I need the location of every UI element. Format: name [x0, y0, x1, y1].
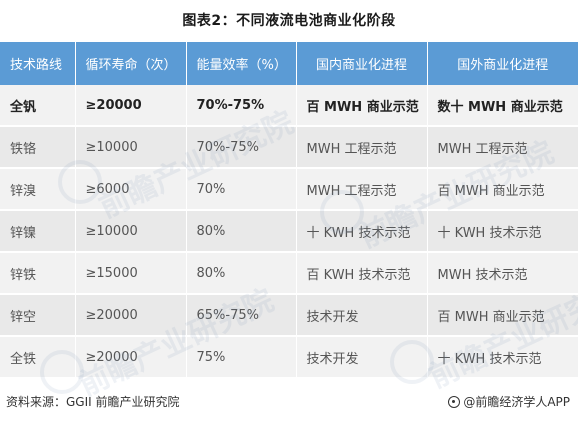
cell-domestic-progress: MWH 工程示范	[296, 126, 428, 169]
cell-tech-route: 全钒	[0, 85, 76, 127]
cell-energy-efficiency: 65%-75%	[186, 294, 297, 337]
cell-domestic-progress: 技术开发	[296, 294, 428, 337]
table-row: 锌空 ≥20000 65%-75% 技术开发 百 MWH 商业示范	[0, 294, 578, 337]
table-row: 全铁 ≥20000 75% 技术开发 十 KWH 技术示范	[0, 336, 578, 379]
cell-energy-efficiency: 70%-75%	[186, 85, 297, 127]
cell-foreign-progress: 数十 MWH 商业示范	[427, 85, 578, 127]
brand-text: @前瞻经济学人APP	[463, 395, 570, 409]
cell-cycle-life: ≥15000	[75, 252, 187, 295]
table-row: 锌溴 ≥6000 70% MWH 工程示范 百 MWH 商业示范	[0, 168, 578, 211]
cell-energy-efficiency: 75%	[186, 336, 297, 379]
cell-foreign-progress: 百 MWH 商业示范	[427, 294, 578, 337]
cell-tech-route: 锌溴	[0, 168, 76, 211]
cell-tech-route: 全铁	[0, 336, 76, 379]
commercialization-table-container: 技术路线 循环寿命（次） 能量效率（%） 国内商业化进程 国外商业化进程 全钒 …	[0, 42, 578, 379]
cell-cycle-life: ≥20000	[75, 294, 187, 337]
cell-cycle-life: ≥20000	[75, 85, 187, 127]
cell-domestic-progress: 百 MWH 商业示范	[296, 85, 428, 127]
commercialization-table: 技术路线 循环寿命（次） 能量效率（%） 国内商业化进程 国外商业化进程 全钒 …	[0, 42, 578, 379]
table-row: 全钒 ≥20000 70%-75% 百 MWH 商业示范 数十 MWH 商业示范	[0, 85, 578, 127]
table-row: 锌铁 ≥15000 80% 百 KWH 技术示范 MWH 技术示范	[0, 252, 578, 295]
cell-cycle-life: ≥10000	[75, 126, 187, 169]
table-header-row: 技术路线 循环寿命（次） 能量效率（%） 国内商业化进程 国外商业化进程	[0, 42, 578, 85]
header-cycle-life: 循环寿命（次）	[75, 42, 187, 85]
cell-domestic-progress: 技术开发	[296, 336, 428, 379]
chart-title: 图表2：不同液流电池商业化阶段	[182, 13, 396, 29]
cell-energy-efficiency: 80%	[186, 252, 297, 295]
cell-cycle-life: ≥10000	[75, 210, 187, 253]
header-tech-route: 技术路线	[0, 42, 76, 85]
cell-energy-efficiency: 70%	[186, 168, 297, 211]
header-domestic-progress: 国内商业化进程	[296, 42, 428, 85]
cell-foreign-progress: 十 KWH 技术示范	[427, 210, 578, 253]
cell-cycle-life: ≥20000	[75, 336, 187, 379]
cell-domestic-progress: MWH 工程示范	[296, 168, 428, 211]
cell-foreign-progress: 十 KWH 技术示范	[427, 336, 578, 379]
qianzhan-logo-icon	[448, 395, 461, 408]
table-row: 铁铬 ≥10000 70%-75% MWH 工程示范 MWH 工程示范	[0, 126, 578, 169]
cell-energy-efficiency: 80%	[186, 210, 297, 253]
cell-foreign-progress: MWH 技术示范	[427, 252, 578, 295]
header-energy-efficiency: 能量效率（%）	[186, 42, 297, 85]
cell-tech-route: 锌镍	[0, 210, 76, 253]
cell-foreign-progress: MWH 工程示范	[427, 126, 578, 169]
cell-cycle-life: ≥6000	[75, 168, 187, 211]
cell-tech-route: 锌空	[0, 294, 76, 337]
brand-credit: @前瞻经济学人APP	[448, 393, 570, 410]
header-foreign-progress: 国外商业化进程	[427, 42, 578, 85]
table-row: 锌镍 ≥10000 80% 十 KWH 技术示范 十 KWH 技术示范	[0, 210, 578, 253]
cell-tech-route: 锌铁	[0, 252, 76, 295]
cell-domestic-progress: 十 KWH 技术示范	[296, 210, 428, 253]
cell-tech-route: 铁铬	[0, 126, 76, 169]
cell-foreign-progress: 百 MWH 商业示范	[427, 168, 578, 211]
cell-energy-efficiency: 70%-75%	[186, 126, 297, 169]
cell-domestic-progress: 百 KWH 技术示范	[296, 252, 428, 295]
source-note: 资料来源：GGII 前瞻产业研究院	[6, 395, 180, 409]
